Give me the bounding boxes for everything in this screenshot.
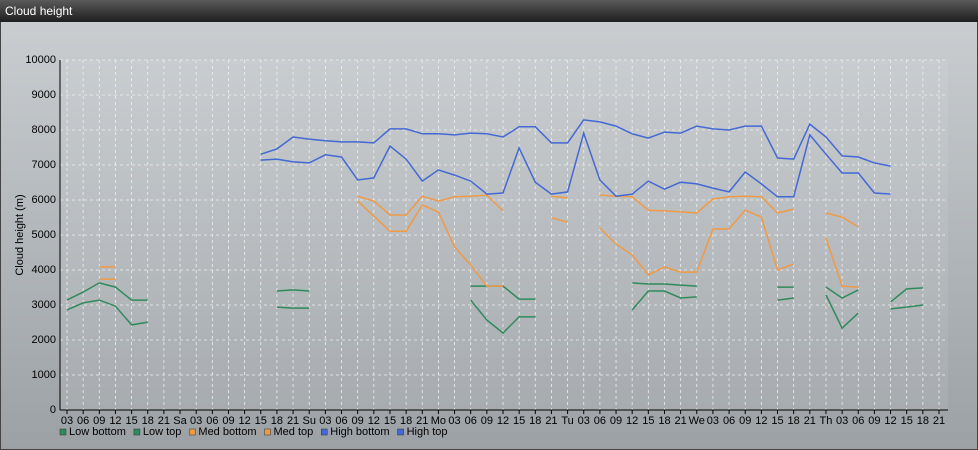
legend-label: High top [407, 426, 448, 438]
x-tick-label: 06 [852, 415, 864, 427]
x-tick-label: 06 [206, 415, 218, 427]
x-tick-label: 21 [675, 415, 687, 427]
chart: Cloud height (m) 0 1000 2000 3000 4000 5000 60… [1, 22, 977, 449]
x-tick-label: 09 [739, 415, 751, 427]
y-tick-label: 3000 [32, 299, 56, 311]
y-tick-label: 4000 [32, 264, 56, 276]
x-tick-label: 09 [352, 415, 364, 427]
x-tick-label: 12 [626, 415, 638, 427]
legend-label: High bottom [330, 426, 389, 438]
y-axis-label: Cloud height (m) [14, 194, 26, 275]
x-tick-label: 18 [529, 415, 541, 427]
x-tick-label: 21 [287, 415, 299, 427]
x-tick-label: 21 [545, 415, 557, 427]
x-tick-label: Th [820, 415, 833, 427]
x-tick-label: 09 [868, 415, 880, 427]
x-tick-label: 12 [755, 415, 767, 427]
x-tick-label: 15 [513, 415, 525, 427]
x-tick-label: 15 [642, 415, 654, 427]
legend-label: Low top [143, 426, 182, 438]
series-line [99, 200, 859, 288]
x-tick-label: 09 [93, 415, 105, 427]
y-tick-label: 2000 [32, 334, 56, 346]
x-tick-label: 06 [77, 415, 89, 427]
x-tick-label: 09 [481, 415, 493, 427]
y-tick-label: 9000 [32, 89, 56, 101]
x-tick-label: 15 [125, 415, 137, 427]
x-tick-label: 21 [416, 415, 428, 427]
x-tick-label: 06 [335, 415, 347, 427]
x-tick-label: 09 [222, 415, 234, 427]
x-tick-label: 15 [255, 415, 267, 427]
x-tick-label: 21 [933, 415, 945, 427]
legend-label: Low bottom [69, 426, 126, 438]
legend-swatch [189, 428, 196, 436]
x-tick-label: 12 [368, 415, 380, 427]
series-line [260, 130, 891, 198]
x-tick-label: 09 [610, 415, 622, 427]
legend-label: Med bottom [198, 426, 256, 438]
x-tick-label: 03 [319, 415, 331, 427]
x-tick-label: 03 [707, 415, 719, 427]
legend-swatch [321, 428, 328, 436]
x-tick-label: 15 [901, 415, 913, 427]
series-line [260, 119, 891, 167]
x-tick-label: Tu [561, 415, 573, 427]
y-tick-label: 1000 [32, 369, 56, 381]
legend-swatch [133, 428, 141, 436]
y-tick-label: 0 [50, 404, 56, 416]
legend-label: Med top [274, 426, 314, 438]
x-tick-label: 18 [658, 415, 670, 427]
x-tick-label: 12 [497, 415, 509, 427]
x-tick-label: 03 [61, 415, 73, 427]
x-tick-label: 03 [836, 415, 848, 427]
x-tick-label: 18 [271, 415, 283, 427]
x-tick-label: 21 [804, 415, 816, 427]
y-tick-label: 10000 [25, 54, 56, 66]
series-line [99, 194, 859, 268]
x-tick-label: 03 [448, 415, 460, 427]
x-tick-label: 21 [158, 415, 170, 427]
x-tick-label: 06 [723, 415, 735, 427]
x-tick-label: 15 [771, 415, 783, 427]
series-line [66, 290, 923, 335]
legend-swatch [264, 428, 271, 436]
title-bar: Cloud height [0, 0, 978, 22]
x-tick-label: 03 [578, 415, 590, 427]
x-tick-label: 18 [400, 415, 412, 427]
x-tick-label: 18 [788, 415, 800, 427]
x-tick-label: 18 [142, 415, 154, 427]
y-tick-label: 6000 [32, 194, 56, 206]
x-tick-label: 15 [384, 415, 396, 427]
y-tick-label: 7000 [32, 159, 56, 171]
x-tick-label: 06 [465, 415, 477, 427]
x-tick-label: 12 [239, 415, 251, 427]
x-tick-label: We [689, 415, 705, 427]
x-tick-label: 03 [190, 415, 202, 427]
x-tick-label: 06 [594, 415, 606, 427]
x-tick-label: Su [302, 415, 315, 427]
legend-swatch [59, 428, 67, 436]
x-tick-label: 12 [884, 415, 896, 427]
x-tick-label: Sa [173, 415, 187, 427]
x-tick-label: Mo [431, 415, 446, 427]
y-tick-label: 8000 [32, 124, 56, 136]
x-tick-label: 18 [917, 415, 929, 427]
legend-swatch [397, 428, 404, 436]
y-tick-label: 5000 [32, 229, 56, 241]
x-tick-label: 12 [109, 415, 121, 427]
